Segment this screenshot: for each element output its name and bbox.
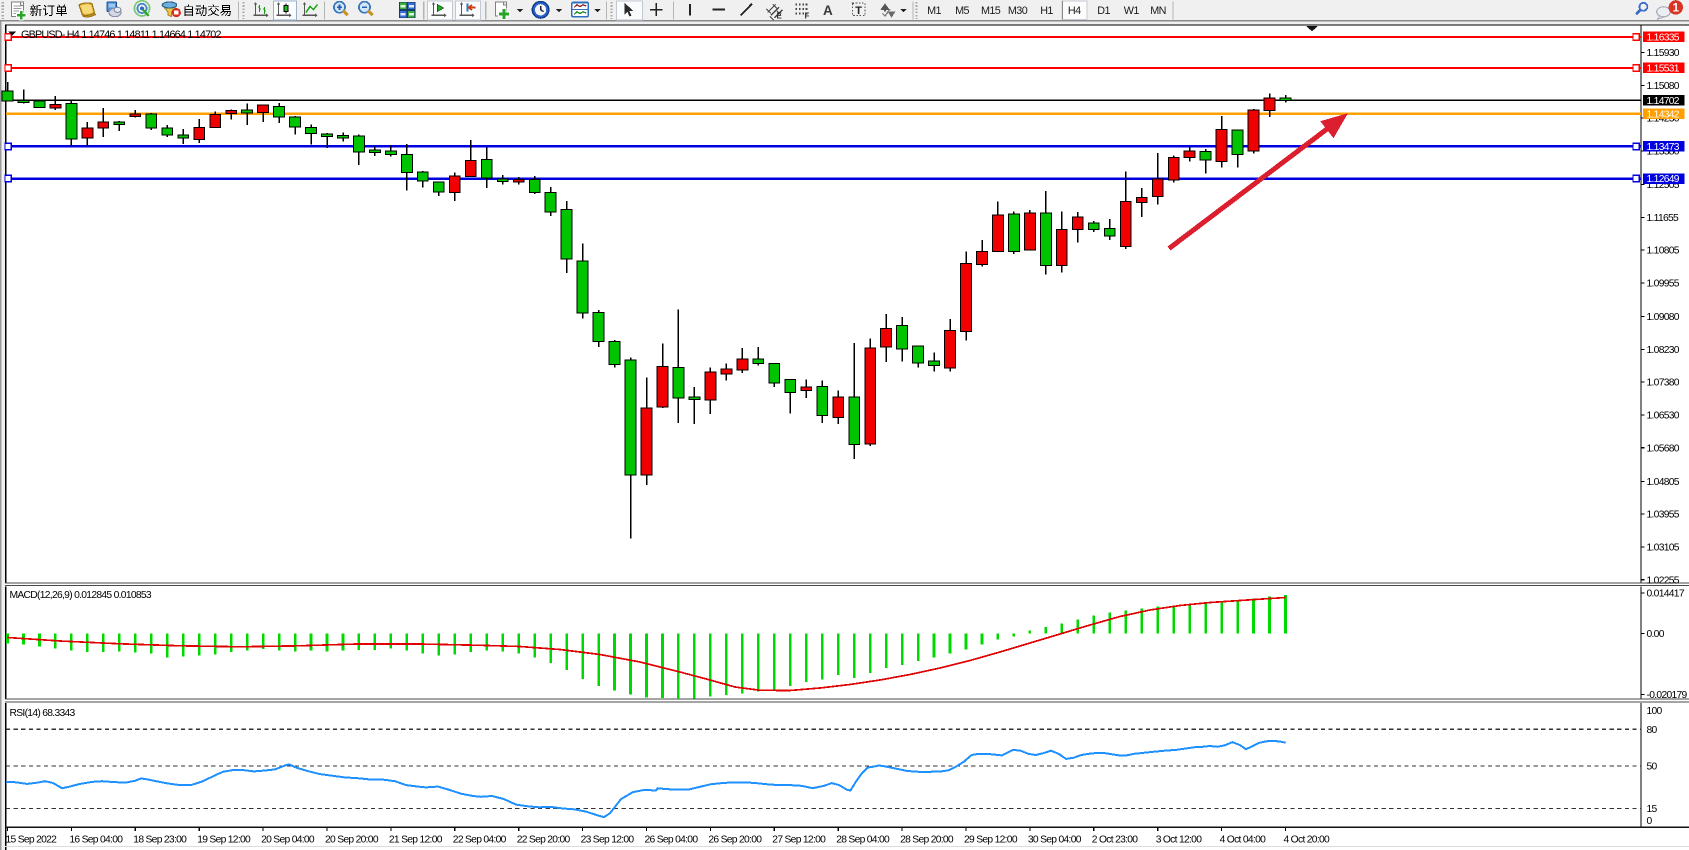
svg-text:4 Oct 20:00: 4 Oct 20:00 (1284, 835, 1331, 846)
svg-text:MACD(12,26,9) 0.012845 0.01085: MACD(12,26,9) 0.012845 0.010853 (10, 590, 152, 601)
svg-text:1.04805: 1.04805 (1647, 477, 1680, 488)
svg-text:GBPUSD-.H4 1.14746 1.14811 1.: GBPUSD-.H4 1.14746 1.14811 1.14664 1.147… (21, 29, 221, 41)
svg-text:1.09080: 1.09080 (1647, 312, 1680, 323)
svg-text:1.14230: 1.14230 (1647, 114, 1680, 125)
svg-text:22 Sep 04:00: 22 Sep 04:00 (453, 835, 507, 846)
svg-text:1.16335: 1.16335 (1647, 33, 1680, 44)
svg-text:M1: M1 (927, 5, 941, 17)
svg-text:W1: W1 (1124, 5, 1140, 17)
svg-text:E: E (777, 12, 783, 21)
svg-text:0: 0 (1647, 816, 1653, 827)
svg-text:1.02255: 1.02255 (1647, 575, 1680, 586)
svg-text:23 Sep 12:00: 23 Sep 12:00 (581, 835, 635, 846)
svg-text:26 Sep 20:00: 26 Sep 20:00 (708, 835, 762, 846)
svg-text:1: 1 (1673, 3, 1680, 15)
svg-text:18 Sep 23:00: 18 Sep 23:00 (133, 835, 187, 846)
svg-text:0.014417: 0.014417 (1647, 589, 1685, 600)
svg-text:F: F (805, 12, 810, 21)
svg-text:1.03955: 1.03955 (1647, 510, 1680, 521)
svg-text:1.13380: 1.13380 (1647, 146, 1680, 157)
svg-text:1.09955: 1.09955 (1647, 278, 1680, 289)
svg-text:1.12649: 1.12649 (1647, 174, 1680, 185)
svg-text:1.12505: 1.12505 (1647, 180, 1680, 191)
svg-text:-0.020179: -0.020179 (1647, 690, 1688, 701)
svg-text:22 Sep 20:00: 22 Sep 20:00 (517, 835, 571, 846)
svg-text:28 Sep 04:00: 28 Sep 04:00 (836, 835, 890, 846)
svg-text:H4: H4 (1068, 5, 1081, 17)
svg-text:1.06530: 1.06530 (1647, 411, 1680, 422)
svg-text:3 Oct 12:00: 3 Oct 12:00 (1156, 835, 1203, 846)
svg-text:MN: MN (1150, 5, 1166, 17)
svg-text:19 Sep 12:00: 19 Sep 12:00 (197, 835, 251, 846)
svg-text:M30: M30 (1008, 5, 1028, 17)
svg-text:RSI(14) 68.3343: RSI(14) 68.3343 (10, 708, 76, 719)
svg-text:1.14342: 1.14342 (1647, 109, 1680, 120)
svg-text:27 Sep 12:00: 27 Sep 12:00 (772, 835, 826, 846)
svg-text:80: 80 (1647, 725, 1658, 736)
svg-text:1.15531: 1.15531 (1647, 64, 1680, 75)
svg-text:0.00: 0.00 (1647, 629, 1665, 640)
svg-text:1.07380: 1.07380 (1647, 378, 1680, 389)
svg-text:16 Sep 04:00: 16 Sep 04:00 (69, 835, 123, 846)
svg-text:M15: M15 (981, 5, 1001, 17)
svg-text:1.14702: 1.14702 (1647, 96, 1680, 107)
svg-text:M5: M5 (955, 5, 969, 17)
svg-text:1.13473: 1.13473 (1647, 142, 1680, 153)
svg-text:4 Oct 04:00: 4 Oct 04:00 (1220, 835, 1267, 846)
svg-text:30 Sep 04:00: 30 Sep 04:00 (1028, 835, 1082, 846)
svg-text:2 Oct 23:00: 2 Oct 23:00 (1092, 835, 1139, 846)
svg-text:1.03105: 1.03105 (1647, 543, 1680, 554)
svg-text:28 Sep 20:00: 28 Sep 20:00 (900, 835, 954, 846)
svg-text:29 Sep 12:00: 29 Sep 12:00 (964, 835, 1018, 846)
svg-text:1.08230: 1.08230 (1647, 345, 1680, 356)
svg-text:100: 100 (1647, 706, 1663, 717)
svg-text:T: T (855, 5, 862, 17)
svg-text:26 Sep 04:00: 26 Sep 04:00 (645, 835, 699, 846)
svg-text:50: 50 (1647, 762, 1658, 773)
svg-text:20 Sep 04:00: 20 Sep 04:00 (261, 835, 315, 846)
svg-text:1.05680: 1.05680 (1647, 443, 1680, 454)
svg-text:15 Sep 2022: 15 Sep 2022 (6, 835, 58, 846)
svg-text:1.15080: 1.15080 (1647, 81, 1680, 92)
svg-text:15: 15 (1647, 804, 1658, 815)
svg-text:21 Sep 12:00: 21 Sep 12:00 (389, 835, 443, 846)
svg-text:D1: D1 (1097, 5, 1110, 17)
svg-text:A: A (823, 3, 833, 18)
svg-text:1.10805: 1.10805 (1647, 246, 1680, 257)
svg-text:1.11655: 1.11655 (1647, 213, 1680, 224)
svg-text:20 Sep 20:00: 20 Sep 20:00 (325, 835, 379, 846)
svg-text:1.15930: 1.15930 (1647, 48, 1680, 59)
svg-text:H1: H1 (1040, 5, 1053, 17)
